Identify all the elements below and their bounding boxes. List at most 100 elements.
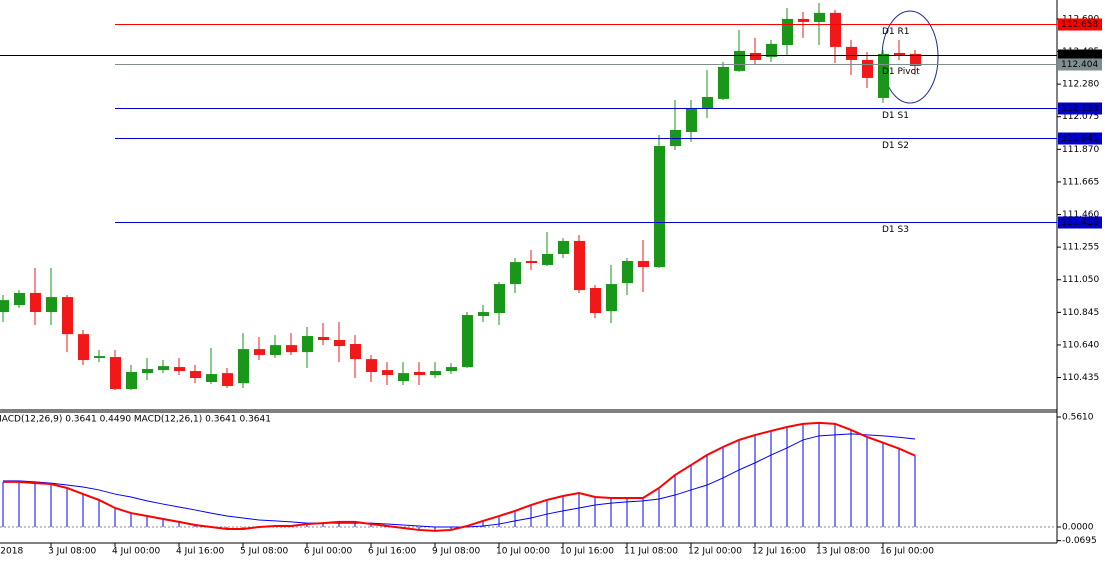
x-tick-label: 12 Jul 00:00 [688,547,742,557]
candle-body [734,50,745,71]
candle-body [494,284,505,313]
candle-body [702,97,713,109]
x-tick-label: 10 Jul 16:00 [560,547,614,557]
candle-body [302,336,313,353]
y-tick-label: 111.050 [1062,275,1099,285]
level-label: D1 S1 [882,111,909,121]
price-tag [1058,216,1102,229]
price-tag [1058,102,1102,115]
candle-body [478,312,489,317]
y-tick-label: 110.845 [1062,308,1099,318]
candle-body [78,334,89,361]
y-tick-label: 112.075 [1062,112,1099,122]
x-tick-label: 5 Jul 08:00 [240,547,289,557]
x-tick-label: 4 Jul 16:00 [176,547,225,557]
candle-body [814,12,825,22]
level-label: D1 S3 [882,225,909,235]
candle-body [574,240,585,291]
y-tick-label: 110.640 [1062,340,1099,350]
level-label: D1 S2 [882,141,909,151]
candle-body [590,288,601,313]
candle-body [542,253,553,265]
candle-body [190,371,201,379]
candle-body [174,367,185,372]
candle-body [510,262,521,285]
price-tag [1058,132,1102,145]
y-tick-label: 111.255 [1062,243,1099,253]
candle-body [638,260,649,268]
candle-body [30,292,41,313]
x-tick-label: 11 Jul 08:00 [624,547,678,557]
candle-body [318,337,329,341]
x-tick-label: 2 Jul 2018 [0,547,23,557]
candle-body [270,345,281,355]
candle-body [158,366,169,371]
candle-body [798,18,809,22]
candle-body [254,349,265,355]
y-tick-label: 0.0000 [1062,523,1094,533]
candle-body [46,297,57,313]
candle-body [0,300,9,313]
candle-body [670,129,681,146]
candle-body [382,370,393,376]
candle-body [430,371,441,376]
candle-body [414,371,425,376]
y-tick-label: 0.5610 [1062,413,1094,423]
y-tick-label: 111.460 [1062,210,1099,220]
x-tick-label: 4 Jul 00:00 [112,547,161,557]
candle-body [110,357,121,390]
candle-body [286,345,297,353]
candle-body [910,53,921,67]
price-tag-label: 112.404 [1061,60,1098,70]
candle-body [350,343,361,360]
candle-body [686,107,697,133]
candle-body [462,315,473,368]
candle-body [558,240,569,254]
candle-body [126,371,137,390]
candle-body [830,12,841,47]
candle-body [142,368,153,374]
candle-body [894,52,905,56]
price-tag [1058,58,1102,71]
candle-body [14,292,25,306]
candle-body [718,66,729,99]
price-tag-label: 112.658 [1061,20,1098,30]
candle-body [606,284,617,312]
y-tick-label: 111.870 [1062,145,1099,155]
candle-body [446,367,457,372]
candle-body [622,260,633,284]
candle-body [862,59,873,78]
y-tick-label: -0.0695 [1062,536,1097,546]
price-tag-label: 112.466 [1061,51,1098,61]
candle-body [766,43,777,57]
candle-body [654,145,665,268]
candle-body [846,46,857,60]
candle-body [526,260,537,264]
level-label: D1 R1 [882,27,910,37]
price-tag-label: 112.133 [1061,104,1098,114]
candle-body [878,53,889,98]
x-tick-label: 13 Jul 08:00 [816,547,870,557]
x-tick-label: 6 Jul 00:00 [304,547,353,557]
candle-body [398,373,409,382]
candle-body [750,52,761,60]
level-label: D1 Pivot [882,67,920,77]
candle-body [94,356,105,358]
price-tag [1058,18,1102,31]
y-tick-label: 110.435 [1062,373,1099,383]
x-tick-label: 9 Jul 08:00 [432,547,481,557]
x-tick-label: 16 Jul 00:00 [880,547,934,557]
candle-body [222,373,233,386]
candle-body [62,297,73,335]
x-tick-label: 12 Jul 16:00 [752,547,806,557]
y-tick-label: 111.665 [1062,177,1099,187]
y-tick-label: 112.280 [1062,80,1099,90]
candle-body [238,349,249,384]
macd-line [3,421,916,532]
price-tag-label: 111.416 [1061,218,1098,228]
candle-body [782,18,793,46]
indicator-title: MACD(12,26,9) 0.3641 0.4490 MACD(12,26,1… [0,415,271,425]
